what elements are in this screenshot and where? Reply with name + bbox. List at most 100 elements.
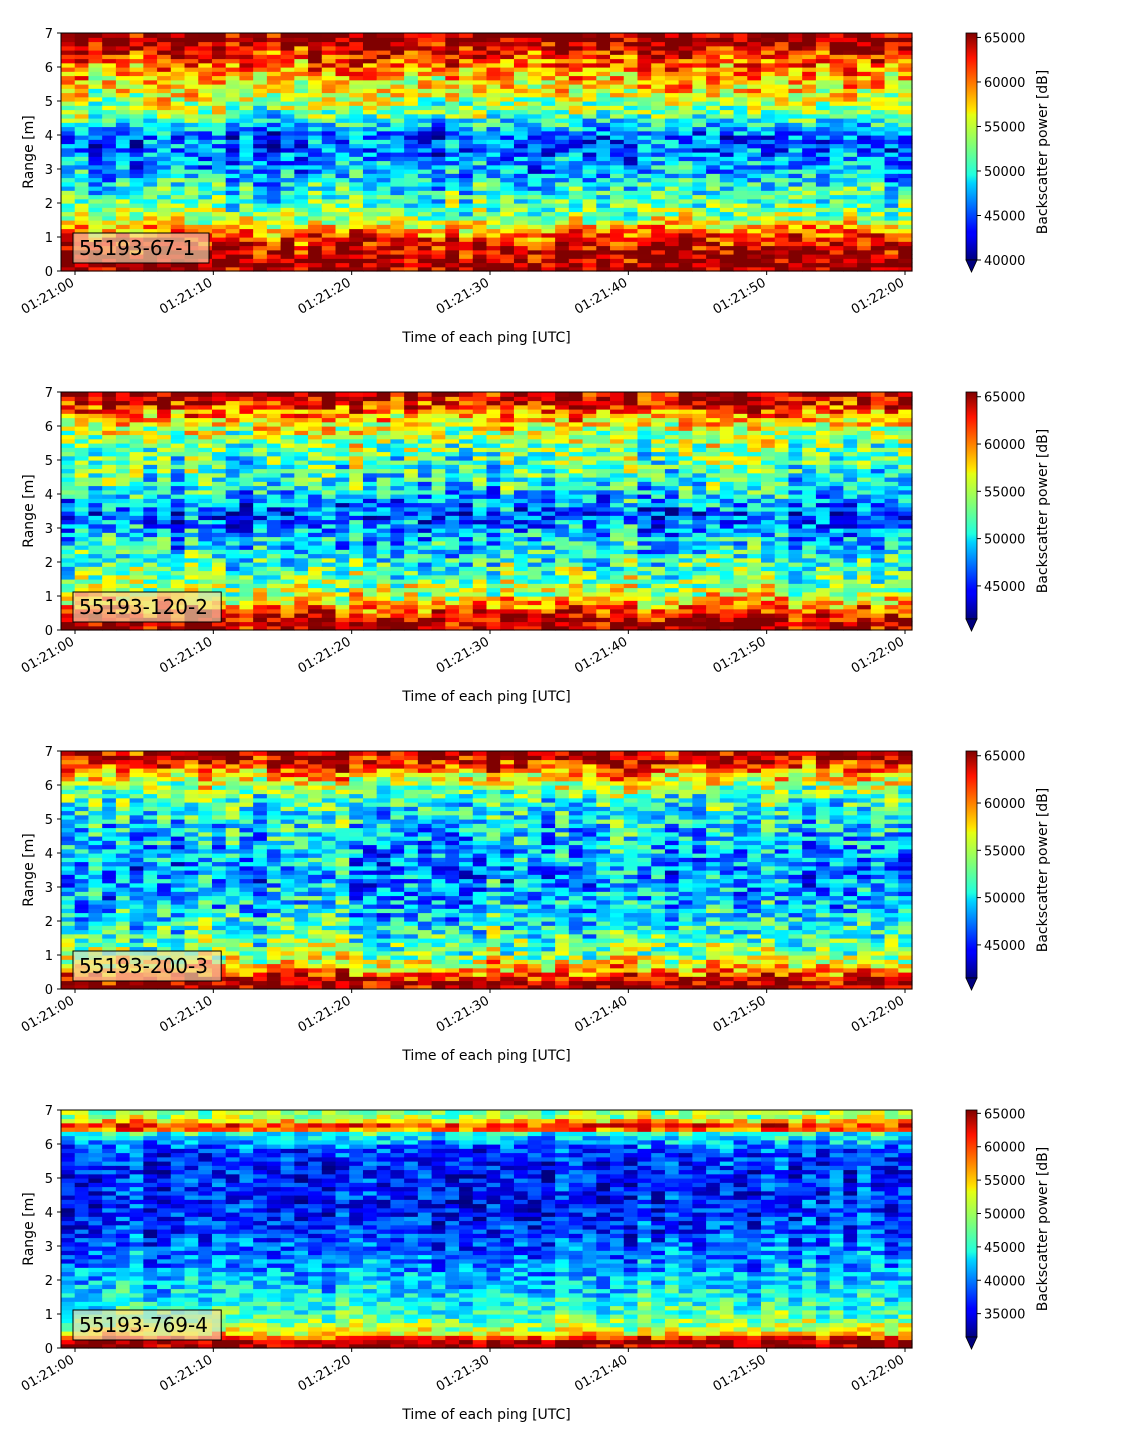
heatmap-cell: [733, 143, 748, 149]
heatmap-cell: [843, 164, 858, 170]
heatmap-cell: [143, 45, 158, 51]
heatmap-cell: [184, 58, 199, 64]
heatmap-cell: [362, 417, 378, 423]
heatmap-cell: [211, 468, 227, 474]
heatmap-cell: [143, 481, 158, 487]
heatmap-cell: [870, 126, 886, 132]
heatmap-cell: [61, 468, 76, 474]
heatmap-cell: [74, 135, 90, 140]
heatmap-cell: [129, 220, 144, 225]
heatmap-cell: [129, 105, 144, 111]
heatmap-cell: [294, 409, 309, 414]
heatmap-cell: [280, 625, 295, 631]
heatmap-cell: [294, 515, 309, 521]
heatmap-cell: [788, 228, 803, 234]
heatmap-cell: [417, 207, 433, 213]
heatmap-cell: [74, 37, 90, 43]
heatmap-cell: [294, 553, 309, 559]
heatmap-cell: [596, 41, 611, 47]
heatmap-cell: [651, 156, 666, 162]
heatmap-cell: [211, 515, 227, 521]
heatmap-cell: [253, 96, 268, 102]
heatmap-cell: [390, 430, 405, 436]
heatmap-cell: [843, 160, 858, 166]
heatmap-cell: [857, 258, 872, 264]
heatmap-cell: [294, 392, 309, 397]
heatmap-cell: [431, 237, 446, 242]
heatmap-cell: [362, 101, 378, 106]
heatmap-cell: [129, 400, 144, 406]
heatmap-cell: [884, 67, 899, 72]
x-tick-label: 01:21:00: [19, 275, 77, 317]
heatmap-cell: [335, 169, 350, 174]
heatmap-cell: [294, 156, 309, 162]
heatmap-cell: [102, 485, 117, 491]
heatmap-cell: [280, 75, 295, 81]
heatmap-cell: [115, 101, 131, 106]
heatmap-cell: [719, 54, 735, 60]
heatmap-cell: [280, 198, 295, 204]
heatmap: [61, 392, 913, 631]
heatmap-cell: [211, 84, 227, 89]
heatmap-cell: [404, 71, 419, 77]
heatmap-cell: [706, 96, 721, 102]
heatmap-cell: [61, 498, 76, 504]
heatmap-cell: [115, 143, 131, 149]
heatmap-cell: [610, 96, 625, 102]
heatmap-cell: [184, 152, 199, 157]
heatmap-cell: [321, 498, 337, 504]
heatmap-cell: [623, 237, 639, 242]
heatmap-cell: [706, 143, 721, 149]
heatmap-cell: [335, 536, 350, 542]
heatmap-cell: [788, 139, 803, 145]
heatmap-cell: [294, 451, 309, 457]
heatmap-cell: [404, 579, 419, 584]
heatmap-cell: [321, 472, 337, 478]
heatmap-cell: [225, 237, 241, 242]
heatmap-cell: [884, 215, 899, 221]
heatmap-cell: [74, 562, 90, 567]
heatmap-cell: [774, 33, 790, 38]
heatmap-cell: [774, 105, 790, 111]
heatmap-cell: [596, 262, 611, 268]
heatmap-cell: [294, 130, 309, 136]
heatmap-cell: [445, 109, 460, 115]
heatmap-cell: [445, 190, 460, 196]
heatmap-cell: [733, 232, 748, 238]
heatmap-cell: [184, 396, 199, 402]
heatmap-cell: [678, 54, 693, 60]
heatmap-cell: [239, 625, 254, 631]
heatmap-cell: [294, 426, 309, 431]
heatmap-cell: [266, 562, 282, 567]
heatmap-cell: [747, 164, 762, 170]
heatmap-cell: [651, 50, 666, 55]
heatmap-cell: [870, 249, 886, 255]
heatmap-cell: [417, 37, 433, 43]
heatmap-cell: [74, 545, 90, 550]
heatmap-cell: [870, 266, 886, 272]
heatmap-cell: [706, 45, 721, 51]
heatmap-cell: [74, 481, 90, 487]
heatmap-cell: [88, 37, 103, 43]
heatmap-cell: [280, 50, 295, 55]
heatmap-cell: [280, 587, 295, 593]
heatmap-cell: [74, 549, 90, 555]
heatmap-cell: [898, 232, 913, 238]
heatmap-cell: [74, 160, 90, 166]
heatmap-cell: [664, 237, 680, 242]
heatmap-cell: [404, 468, 419, 474]
heatmap-cell: [129, 621, 144, 627]
heatmap-cell: [774, 224, 790, 230]
heatmap-cell: [568, 67, 584, 72]
heatmap-cell: [184, 105, 199, 111]
heatmap-cell: [747, 245, 762, 251]
heatmap-cell: [184, 566, 199, 572]
heatmap-cell: [651, 237, 666, 242]
heatmap-cell: [788, 33, 803, 38]
heatmap-cell: [788, 84, 803, 89]
heatmap-cell: [431, 139, 446, 145]
heatmap-cell: [610, 130, 625, 136]
heatmap-cell: [321, 579, 337, 584]
heatmap-cell: [225, 447, 241, 453]
heatmap-cell: [623, 164, 639, 170]
